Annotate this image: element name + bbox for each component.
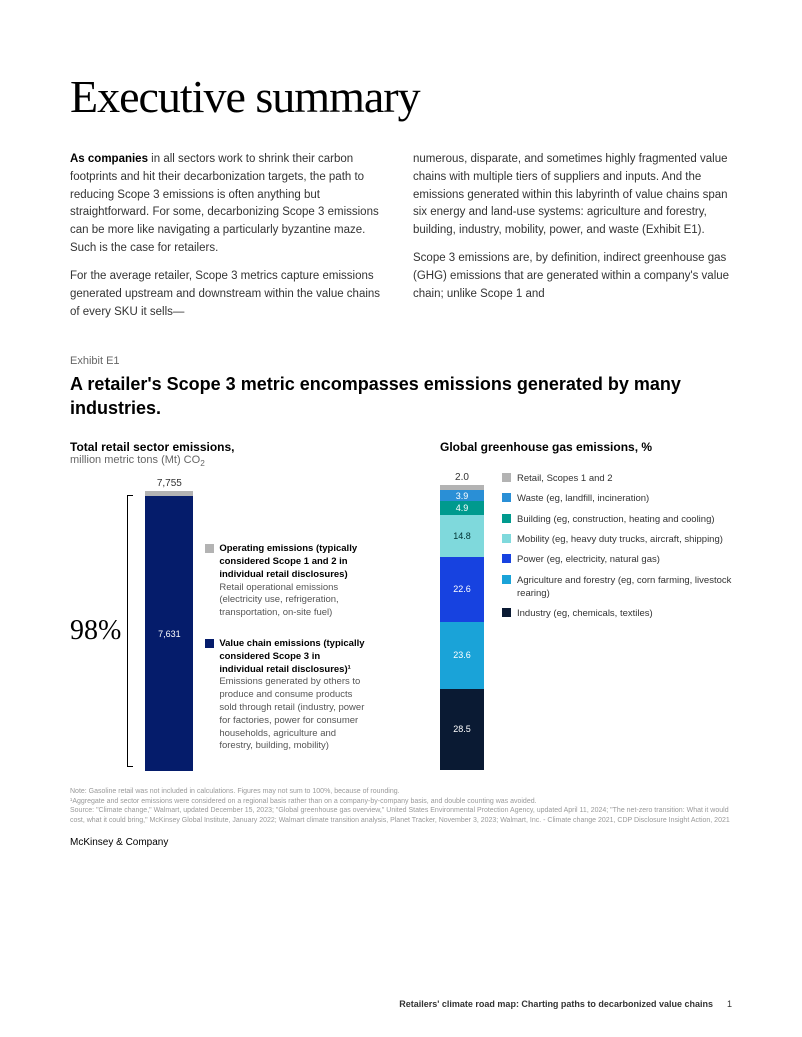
legend-op-title: Operating emissions (typically considere…	[219, 543, 365, 581]
right-chart-area: 2.0 3.94.914.822.623.628.5 Retail, Scope…	[440, 472, 732, 770]
left-chart: Total retail sector emissions, million m…	[70, 440, 400, 771]
left-chart-head: Total retail sector emissions,	[70, 440, 400, 454]
left-stacked-bar: 7,631	[145, 491, 193, 771]
legend-valuechain: Value chain emissions (typically conside…	[205, 638, 365, 753]
swatch-operating	[205, 544, 214, 553]
legend-row: Retail, Scopes 1 and 2	[502, 472, 732, 485]
exhibit-label: Exhibit E1	[70, 355, 732, 367]
pct-col: 98%	[70, 491, 133, 771]
legend-swatch	[502, 473, 511, 482]
body-p4: Scope 3 emissions are, by definition, in…	[413, 250, 732, 303]
body-p1-rest: in all sectors work to shrink their carb…	[70, 153, 379, 254]
legend-label: Industry (eg, chemicals, textiles)	[517, 607, 653, 620]
legend-swatch	[502, 608, 511, 617]
legend-label: Agriculture and forestry (eg, corn farmi…	[517, 574, 732, 601]
right-chart-head: Global greenhouse gas emissions, %	[440, 440, 732, 454]
page-footer: Retailers' climate road map: Charting pa…	[399, 999, 732, 1009]
footer-doc-title: Retailers' climate road map: Charting pa…	[399, 999, 713, 1009]
right-chart: Global greenhouse gas emissions, % 2.0 3…	[440, 440, 732, 771]
right-segment: 14.8	[440, 515, 484, 557]
right-segment: 23.6	[440, 622, 484, 689]
legend-row: Building (eg, construction, heating and …	[502, 513, 732, 526]
legend-vc-desc: Emissions generated by others to produce…	[219, 676, 365, 753]
legend-label: Building (eg, construction, heating and …	[517, 513, 715, 526]
legend-vc-title: Value chain emissions (typically conside…	[219, 638, 365, 676]
left-bar-total: 7,755	[157, 478, 182, 489]
right-segment: 22.6	[440, 557, 484, 621]
bracket-icon	[127, 495, 133, 767]
right-segment: 3.9	[440, 490, 484, 501]
body-p1: As companies in all sectors work to shri…	[70, 151, 389, 258]
legend-row: Industry (eg, chemicals, textiles)	[502, 607, 732, 620]
body-p2: For the average retailer, Scope 3 metric…	[70, 268, 389, 321]
lead-bold: As companies	[70, 153, 148, 165]
right-stacked-bar: 3.94.914.822.623.628.5	[440, 490, 484, 770]
body-p3: numerous, disparate, and sometimes highl…	[413, 151, 732, 240]
legend-row: Waste (eg, landfill, incineration)	[502, 492, 732, 505]
legend-row: Agriculture and forestry (eg, corn farmi…	[502, 574, 732, 601]
left-chart-area: 98% 7,755 7,631 Operating emissions (typ…	[70, 478, 400, 771]
exhibit-title: A retailer's Scope 3 metric encompasses …	[70, 373, 732, 420]
footer-page-number: 1	[727, 999, 732, 1009]
legend-label: Waste (eg, landfill, incineration)	[517, 492, 649, 505]
legend-swatch	[502, 514, 511, 523]
right-bar-col: 2.0 3.94.914.822.623.628.5	[440, 472, 484, 770]
legend-label: Power (eg, electricity, natural gas)	[517, 553, 660, 566]
legend-row: Power (eg, electricity, natural gas)	[502, 553, 732, 566]
legend-label: Mobility (eg, heavy duty trucks, aircraf…	[517, 533, 723, 546]
pct-label: 98%	[70, 615, 121, 647]
segment-valuechain: 7,631	[145, 496, 193, 771]
exhibit-notes: Note: Gasoline retail was not included i…	[70, 787, 732, 825]
page-title: Executive summary	[70, 70, 732, 123]
left-bar-wrap: 7,755 7,631	[145, 478, 193, 771]
left-legend: Operating emissions (typically considere…	[205, 543, 365, 771]
legend-operating: Operating emissions (typically considere…	[205, 543, 365, 620]
body-columns: As companies in all sectors work to shri…	[70, 151, 732, 331]
swatch-valuechain	[205, 639, 214, 648]
legend-swatch	[502, 534, 511, 543]
legend-op-desc: Retail operational emissions (electricit…	[219, 582, 365, 620]
mckinsey-brand: McKinsey & Company	[70, 837, 732, 848]
legend-swatch	[502, 575, 511, 584]
legend-swatch	[502, 493, 511, 502]
legend-row: Mobility (eg, heavy duty trucks, aircraf…	[502, 533, 732, 546]
legend-label: Retail, Scopes 1 and 2	[517, 472, 613, 485]
body-col-left: As companies in all sectors work to shri…	[70, 151, 389, 331]
legend-swatch	[502, 554, 511, 563]
right-segment: 28.5	[440, 689, 484, 770]
right-segment: 4.9	[440, 501, 484, 515]
charts-row: Total retail sector emissions, million m…	[70, 440, 732, 771]
body-col-right: numerous, disparate, and sometimes highl…	[413, 151, 732, 331]
right-legend: Retail, Scopes 1 and 2 Waste (eg, landfil…	[502, 472, 732, 770]
right-top-val: 2.0	[455, 472, 469, 483]
left-chart-sub: million metric tons (Mt) CO2	[70, 454, 400, 468]
